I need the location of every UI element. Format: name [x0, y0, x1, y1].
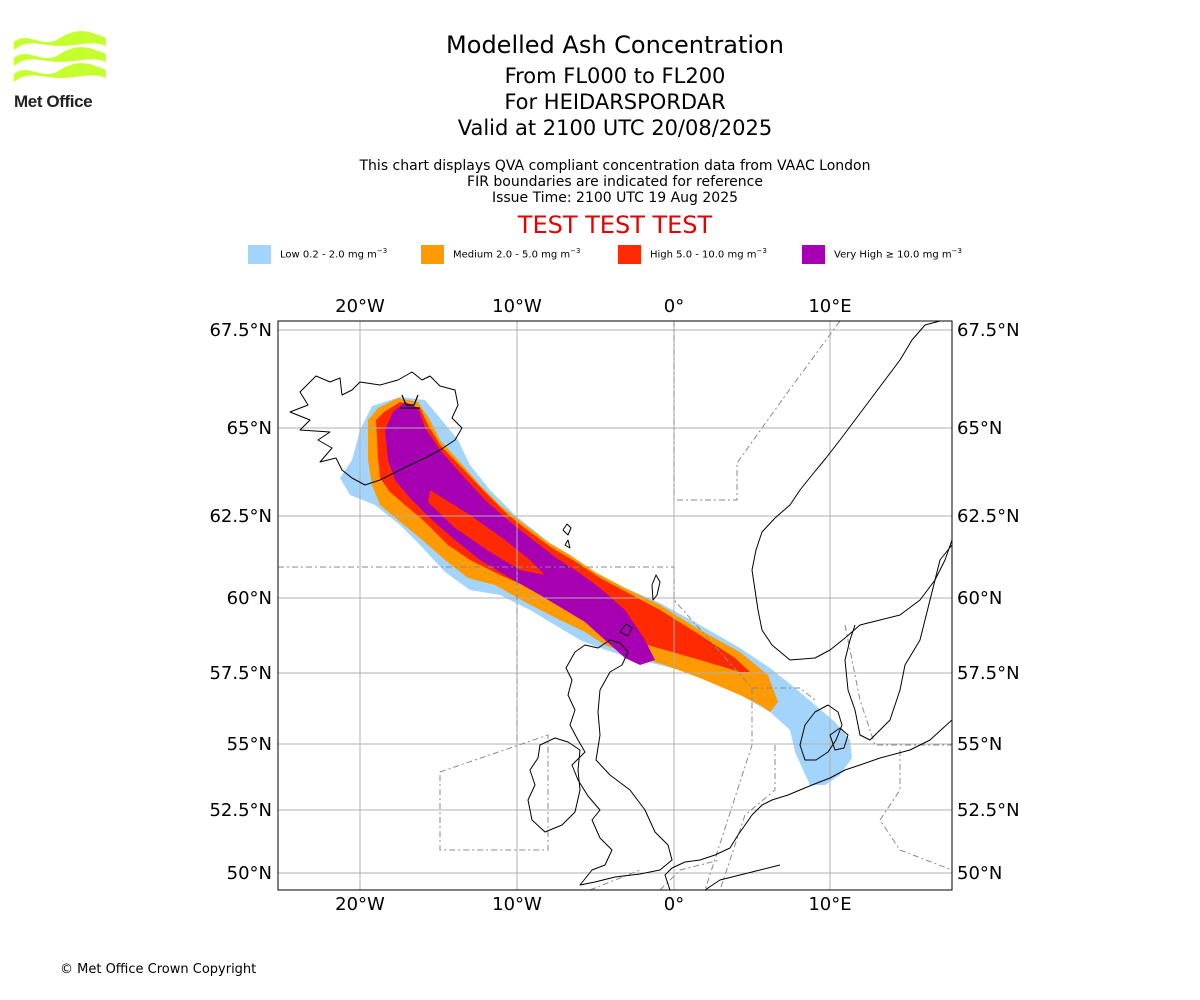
lat-label-right-60: 60°N — [957, 588, 1002, 609]
info-line-2: FIR boundaries are indicated for referen… — [467, 174, 763, 190]
lon-label-bottom-10e: 10°E — [808, 894, 851, 915]
legend-exp-low: −3 — [376, 247, 388, 256]
legend-swatch-high — [618, 244, 641, 264]
lat-label-left-57-5: 57.5°N — [209, 663, 272, 684]
lat-label-left-52-5: 52.5°N — [209, 800, 272, 821]
met-office-logo — [14, 31, 106, 82]
lat-label-left-55: 55°N — [227, 734, 272, 755]
lat-label-right-55: 55°N — [957, 734, 1002, 755]
logo-text: Met Office — [14, 92, 93, 111]
lat-label-left-67-5: 67.5°N — [209, 320, 272, 341]
lon-label-bottom-20w: 20°W — [335, 894, 385, 915]
lat-label-left-50: 50°N — [227, 863, 272, 884]
lon-label-bottom-10w: 10°W — [492, 894, 542, 915]
lon-label-top-20w: 20°W — [335, 296, 385, 317]
legend-swatch-medium — [421, 244, 444, 264]
legend-exp-high: −3 — [756, 247, 767, 256]
legend-exp-medium: −3 — [570, 247, 581, 256]
fir-boundaries — [278, 321, 952, 890]
ash-high-streak — [428, 490, 545, 575]
legend-label-high: High 5.0 - 10.0 mg m — [650, 249, 757, 261]
ash-very-high-area — [385, 402, 655, 665]
test-banner: TEST TEST TEST — [517, 211, 713, 239]
legend-item-low: Low 0.2 - 2.0 mg m−3 — [248, 244, 387, 264]
volcano-marker — [400, 394, 420, 409]
copyright-notice: © Met Office Crown Copyright — [60, 962, 257, 977]
legend-item-medium: Medium 2.0 - 5.0 mg m−3 — [421, 244, 580, 264]
legend-item-high: High 5.0 - 10.0 mg m−3 — [618, 244, 767, 264]
valid-time: Valid at 2100 UTC 20/08/2025 — [457, 116, 773, 140]
legend-label-low: Low 0.2 - 2.0 mg m — [280, 249, 377, 261]
volcano-name: For HEIDARSPORDAR — [504, 90, 726, 114]
chart-title: Modelled Ash Concentration — [446, 31, 784, 59]
map-frame — [277, 320, 953, 891]
lon-label-top-10w: 10°W — [492, 296, 542, 317]
legend-item-very-high: Very High ≥ 10.0 mg m−3 — [802, 244, 962, 264]
lat-label-left-62-5: 62.5°N — [209, 506, 272, 527]
header: Modelled Ash Concentration From FL000 to… — [0, 30, 1200, 239]
legend-swatch-very-high — [802, 244, 825, 264]
flight-level-range: From FL000 to FL200 — [504, 64, 726, 88]
lat-label-right-52-5: 52.5°N — [957, 800, 1020, 821]
legend-exp-very-high: −3 — [951, 247, 962, 256]
lat-label-right-65: 65°N — [957, 418, 1002, 439]
legend-label-very-high: Very High ≥ 10.0 mg m — [834, 249, 952, 261]
lon-label-top-10e: 10°E — [808, 296, 851, 317]
lon-label-top-0: 0° — [664, 296, 684, 317]
lat-label-left-60: 60°N — [227, 588, 272, 609]
lon-label-bottom-0: 0° — [664, 894, 684, 915]
coastlines — [289, 321, 952, 890]
lat-label-right-57-5: 57.5°N — [957, 663, 1020, 684]
lat-label-right-50: 50°N — [957, 863, 1002, 884]
legend-swatch-low — [248, 244, 271, 264]
lat-label-left-65: 65°N — [227, 418, 272, 439]
lat-label-right-67-5: 67.5°N — [957, 320, 1020, 341]
graticule — [278, 321, 952, 890]
issue-time: Issue Time: 2100 UTC 19 Aug 2025 — [491, 190, 739, 206]
legend-label-medium: Medium 2.0 - 5.0 mg m — [453, 249, 571, 261]
lat-label-right-62-5: 62.5°N — [957, 506, 1020, 527]
info-line-1: This chart displays QVA compliant concen… — [359, 158, 871, 174]
map-area — [278, 321, 952, 890]
